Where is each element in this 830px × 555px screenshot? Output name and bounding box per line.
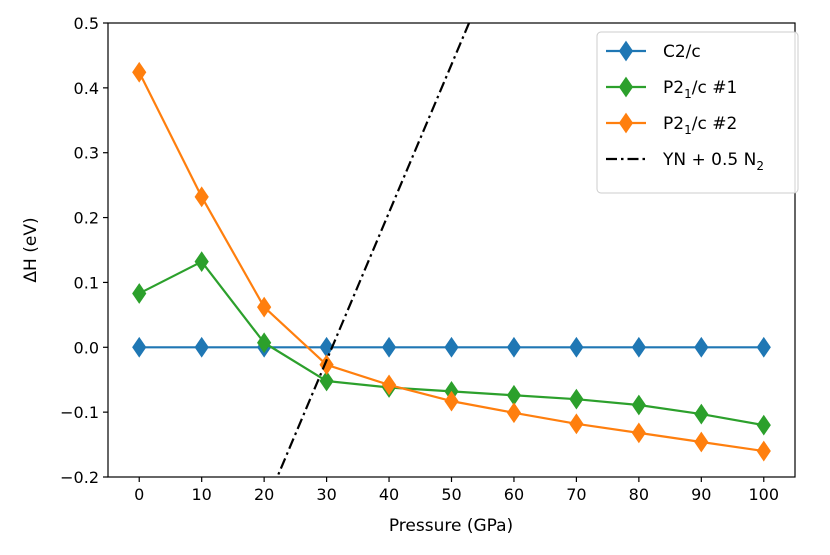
point-p2-1-c-1-20 — [257, 332, 272, 354]
x-tick-label-70: 70 — [566, 485, 586, 504]
point-p2-1-c-2-10 — [194, 186, 209, 208]
series-line-yn-0-5-n-2 — [276, 23, 471, 477]
x-tick-label-0: 0 — [134, 485, 144, 504]
point-c2-c-0 — [132, 336, 147, 358]
point-p2-1-c-1-30 — [319, 370, 334, 392]
point-p2-1-c-1-100 — [756, 414, 771, 436]
legend-marker-c2-c — [618, 40, 634, 62]
legend: C2/c P21/c #1 P21/c #2 YN + 0.5 N2 — [596, 31, 799, 194]
point-p2-1-c-2-60 — [506, 402, 522, 424]
point-c2-c-90 — [694, 336, 709, 358]
legend-box — [596, 31, 799, 194]
x-tick-label-20: 20 — [254, 485, 274, 504]
point-c2-c-50 — [444, 336, 459, 358]
axes-layer: 0 10 20 30 40 50 60 70 80 90 100 −0.2 −0.1 0.0 0.1 0.2 0… — [60, 14, 796, 504]
point-p2-1-c-2-0 — [132, 61, 147, 83]
y-tick-label-2: 0.0 — [74, 338, 99, 357]
y-tick-label-0: −0.2 — [60, 468, 99, 487]
legend-marker-p2-1-c-1 — [618, 76, 634, 98]
y-tick-label-3: 0.1 — [74, 273, 99, 292]
y-axis-label: ΔH (eV) — [21, 217, 41, 282]
x-tick-label-60: 60 — [504, 485, 524, 504]
point-c2-c-60 — [506, 336, 522, 358]
point-c2-c-40 — [381, 336, 397, 358]
point-c2-c-80 — [631, 336, 646, 358]
point-p2-1-c-2-70 — [569, 413, 584, 435]
y-tick-label-7: 0.5 — [74, 14, 99, 33]
x-tick-label-10: 10 — [192, 485, 212, 504]
x-tick-label-90: 90 — [691, 485, 711, 504]
legend-marker-p2-1-c-2 — [618, 112, 634, 134]
x-tick-label-100: 100 — [748, 485, 779, 504]
point-p2-1-c-2-50 — [444, 390, 459, 412]
point-p2-1-c-1-80 — [631, 394, 646, 416]
x-tick-label-30: 30 — [316, 485, 336, 504]
y-tick-label-4: 0.2 — [74, 209, 99, 228]
point-p2-1-c-2-80 — [631, 422, 646, 444]
point-c2-c-70 — [569, 336, 584, 358]
x-tick-label-80: 80 — [629, 485, 649, 504]
point-p2-1-c-1-90 — [694, 403, 709, 425]
legend-label-c2-c: C2/c — [663, 42, 701, 62]
point-p2-1-c-2-90 — [694, 431, 709, 453]
point-p2-1-c-2-20 — [257, 296, 272, 318]
point-p2-1-c-2-40 — [381, 374, 397, 396]
x-tick-label-40: 40 — [379, 485, 399, 504]
x-tick-label-50: 50 — [441, 485, 461, 504]
x-axis-label: Pressure (GPa) — [389, 516, 513, 536]
series-layer — [132, 23, 771, 477]
point-p2-1-c-1-10 — [194, 251, 209, 273]
point-p2-1-c-1-0 — [132, 283, 147, 304]
point-c2-c-100 — [756, 336, 771, 358]
legend-label-yn-0-5-n-2: YN + 0.5 N2 — [662, 150, 764, 173]
y-tick-label-5: 0.3 — [74, 144, 99, 163]
point-c2-c-10 — [194, 336, 209, 358]
point-p2-1-c-2-100 — [756, 440, 771, 462]
legend-label-p2-1-c-2: P21/c #2 — [663, 114, 737, 137]
y-tick-label-1: −0.1 — [60, 403, 99, 422]
legend-label-p2-1-c-1: P21/c #1 — [663, 78, 737, 101]
point-p2-1-c-1-70 — [569, 388, 584, 410]
y-tick-label-6: 0.4 — [74, 79, 99, 98]
